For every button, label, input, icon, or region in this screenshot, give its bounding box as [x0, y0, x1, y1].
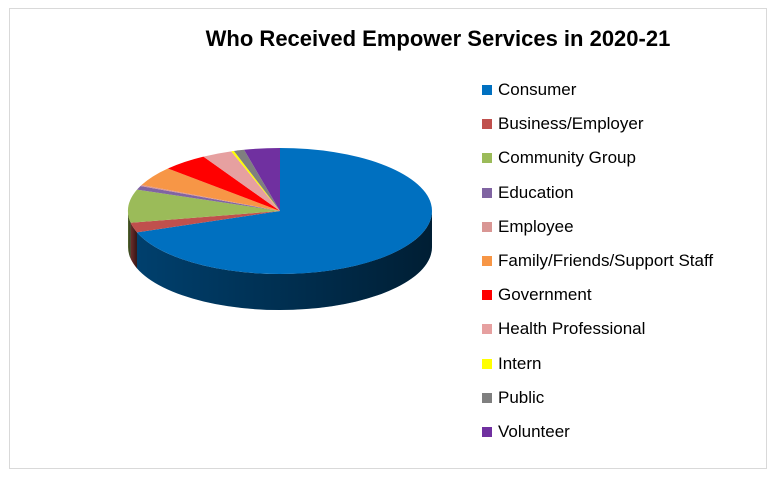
slice-intern[interactable] [231, 150, 280, 211]
legend-item-community-group: Community Group [482, 148, 762, 182]
legend-swatch [482, 119, 492, 130]
legend-swatch [482, 221, 492, 232]
legend-label: Employee [498, 216, 574, 236]
pie-chart [128, 148, 433, 311]
legend-swatch [482, 426, 492, 437]
slice-volunteer[interactable] [244, 148, 280, 211]
slice-health-professional[interactable] [203, 151, 280, 211]
legend-item-consumer: Consumer [482, 80, 762, 114]
chart-legend: Consumer Business/Employer Community Group… [482, 80, 762, 456]
slice-government[interactable] [167, 156, 280, 211]
legend-swatch [482, 290, 492, 301]
legend-item-intern: Intern [482, 354, 762, 388]
legend-label: Government [498, 285, 592, 305]
slice-education[interactable] [136, 185, 280, 211]
slice-public[interactable] [233, 149, 280, 211]
slice-employee[interactable] [140, 184, 280, 211]
legend-swatch [482, 392, 492, 403]
legend-label: Consumer [498, 80, 577, 99]
legend-label: Public [498, 387, 545, 407]
legend-item-public: Public [482, 388, 762, 422]
legend-swatch [482, 187, 492, 198]
slice-business-employer[interactable] [130, 211, 280, 233]
chart-title: Who Received Empower Services in 2020-21 [205, 26, 671, 51]
legend-swatch [482, 324, 492, 335]
legend-item-business-employer: Business/Employer [482, 114, 762, 148]
slice-side-shading-community-group [128, 211, 131, 259]
chart-area: Who Received Empower Services in 2020-21… [9, 8, 767, 469]
legend-swatch [482, 358, 492, 369]
slice-side-shading-consumer [136, 211, 432, 311]
legend-swatch [482, 85, 492, 95]
legend-label: Volunteer [498, 421, 570, 441]
slice-consumer[interactable] [136, 148, 433, 274]
legend-label: Education [498, 182, 574, 202]
slice-family-friends-support-staff[interactable] [141, 168, 280, 211]
legend-swatch [482, 153, 492, 164]
slice-community-group[interactable] [128, 189, 280, 223]
legend-label: Community Group [498, 148, 636, 168]
legend-label: Health Professional [498, 319, 646, 339]
legend-item-volunteer: Volunteer [482, 422, 762, 456]
legend-swatch [482, 255, 492, 266]
legend-label: Family/Friends/Support Staff [498, 250, 714, 270]
legend-item-family-friends-support-staff: Family/Friends/Support Staff [482, 251, 762, 285]
legend-label: Business/Employer [498, 114, 644, 134]
legend-label: Intern [498, 353, 542, 373]
legend-item-health-professional: Health Professional [482, 319, 762, 353]
legend-item-employee: Employee [482, 217, 762, 251]
legend-item-education: Education [482, 183, 762, 217]
slice-side-shading-business-employer [130, 222, 137, 269]
legend-item-government: Government [482, 285, 762, 319]
